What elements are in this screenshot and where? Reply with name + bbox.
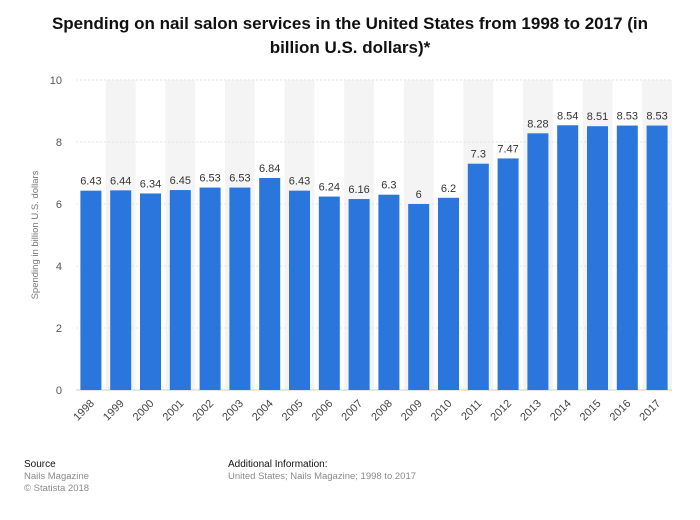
bar-value-label: 6.43 xyxy=(289,176,310,188)
bar-value-label: 6.45 xyxy=(170,175,191,187)
x-tick-label: 2002 xyxy=(190,398,216,424)
x-tick-label: 1999 xyxy=(101,398,127,424)
x-tick-label: 2013 xyxy=(518,398,544,424)
x-tick-label: 2000 xyxy=(131,398,157,424)
x-tick-label: 2006 xyxy=(310,398,336,424)
bar xyxy=(408,204,430,390)
y-tick-label: 0 xyxy=(56,385,62,397)
x-tick-label: 2015 xyxy=(578,398,604,424)
bar xyxy=(646,125,668,390)
bar-value-label: 7.47 xyxy=(497,143,518,155)
bar xyxy=(199,187,221,390)
bar-value-label: 6.84 xyxy=(259,163,280,175)
chart-title: Spending on nail salon services in the U… xyxy=(51,14,649,57)
x-tick-label: 2004 xyxy=(250,398,276,424)
bar xyxy=(557,125,579,390)
x-tick-label: 2003 xyxy=(220,398,246,424)
x-tick-label: 2011 xyxy=(459,398,484,423)
bar xyxy=(587,126,608,390)
bar-value-label: 8.53 xyxy=(646,111,667,123)
source-block: Source Nails Magazine © Statista 2018 xyxy=(24,459,89,495)
bar xyxy=(616,125,638,390)
y-tick-label: 10 xyxy=(50,75,62,87)
additional-info-text: United States; Nails Magazine; 1998 to 2… xyxy=(228,471,417,482)
y-axis-title: Spending in billion U.S. dollars xyxy=(30,170,41,299)
bar xyxy=(289,190,310,390)
bar xyxy=(438,197,459,390)
bar xyxy=(348,199,370,390)
bar-value-label: 6.2 xyxy=(441,183,456,195)
additional-info-heading: Additional Information: xyxy=(228,459,328,470)
y-tick-label: 2 xyxy=(56,323,62,335)
bar-value-label: 8.51 xyxy=(587,111,608,123)
x-tick-label: 2014 xyxy=(548,398,574,424)
bar xyxy=(259,177,281,390)
bar xyxy=(467,163,489,390)
copyright: © Statista 2018 xyxy=(24,483,90,494)
y-tick-label: 4 xyxy=(56,261,62,273)
bar-value-label: 6 xyxy=(416,189,422,201)
bar xyxy=(527,133,549,390)
bar-value-label: 6.34 xyxy=(140,178,161,190)
x-tick-label: 2007 xyxy=(339,398,365,424)
bar-value-label: 6.44 xyxy=(110,175,131,187)
x-tick-label: 2016 xyxy=(608,398,634,424)
bar xyxy=(378,194,400,390)
bar xyxy=(140,193,161,390)
bar xyxy=(169,190,191,390)
bar-value-label: 8.28 xyxy=(527,118,548,130)
bar-value-label: 6.24 xyxy=(319,182,340,194)
bar-value-label: 6.16 xyxy=(348,184,369,196)
source-name: Nails Magazine xyxy=(24,471,89,482)
bar-value-label: 7.3 xyxy=(471,149,486,161)
x-tick-label: 2008 xyxy=(369,398,395,424)
x-tick-label: 1998 xyxy=(71,398,97,424)
x-tick-label: 2009 xyxy=(399,398,425,424)
x-tick-label: 2017 xyxy=(637,398,663,424)
bar xyxy=(497,158,519,390)
bar xyxy=(80,190,102,390)
bar xyxy=(229,187,251,390)
bar-value-label: 6.3 xyxy=(381,180,396,192)
bar xyxy=(110,190,132,390)
additional-info-block: Additional Information: United States; N… xyxy=(228,459,416,483)
y-tick-label: 8 xyxy=(56,137,62,149)
bar-value-label: 6.53 xyxy=(229,173,250,185)
x-tick-label: 2001 xyxy=(161,398,187,424)
x-tick-label: 2012 xyxy=(488,398,514,424)
bar-value-label: 8.54 xyxy=(557,110,578,122)
bar-value-label: 6.53 xyxy=(199,173,220,185)
bar-value-label: 8.53 xyxy=(617,111,638,123)
bar xyxy=(318,196,340,390)
source-heading: Source xyxy=(24,459,56,470)
bar-value-label: 6.43 xyxy=(80,176,101,188)
x-tick-label: 2005 xyxy=(280,398,306,424)
x-tick-label: 2010 xyxy=(429,398,455,424)
y-tick-label: 6 xyxy=(56,199,62,211)
bar-chart: 0 2 4 6 8 10 Spending in billion U.S. dollars 6… xyxy=(30,75,672,424)
